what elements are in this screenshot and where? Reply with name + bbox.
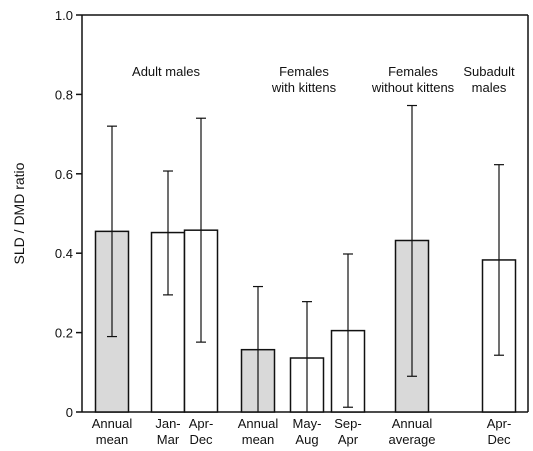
- labels: AnnualmeanJan-MarApr-DecAnnualmeanMay-Au…: [92, 64, 515, 447]
- group-label: Adult males: [132, 64, 200, 79]
- group-label: Subadult: [463, 64, 515, 79]
- group-label: without kittens: [371, 80, 455, 95]
- y-tick-label: 0.6: [55, 167, 73, 182]
- y-axis-label: SLD / DMD ratio: [11, 162, 27, 264]
- x-tick-label: Apr-: [487, 416, 512, 431]
- x-tick-label: Apr: [338, 432, 359, 447]
- y-tick-label: 0.4: [55, 246, 73, 261]
- y-tick-label: 0.2: [55, 326, 73, 341]
- group-label: with kittens: [271, 80, 337, 95]
- x-tick-label: Apr-: [189, 416, 214, 431]
- x-tick-label: May-: [293, 416, 322, 431]
- x-tick-label: Annual: [392, 416, 433, 431]
- group-label: Females: [279, 64, 329, 79]
- x-tick-label: average: [389, 432, 436, 447]
- group-label: Females: [388, 64, 438, 79]
- x-tick-label: Dec: [487, 432, 511, 447]
- x-tick-label: Mar: [157, 432, 180, 447]
- y-tick-label: 1.0: [55, 8, 73, 23]
- y-tick-label: 0.8: [55, 87, 73, 102]
- x-tick-label: mean: [242, 432, 275, 447]
- y-tick-label: 0: [66, 405, 73, 420]
- group-label: males: [472, 80, 507, 95]
- bars: [94, 104, 517, 413]
- x-tick-label: Annual: [238, 416, 279, 431]
- x-tick-label: Aug: [295, 432, 318, 447]
- x-tick-label: Sep-: [334, 416, 361, 431]
- x-tick-label: mean: [96, 432, 129, 447]
- x-tick-label: Jan-: [155, 416, 180, 431]
- x-tick-label: Dec: [189, 432, 213, 447]
- x-tick-label: Annual: [92, 416, 133, 431]
